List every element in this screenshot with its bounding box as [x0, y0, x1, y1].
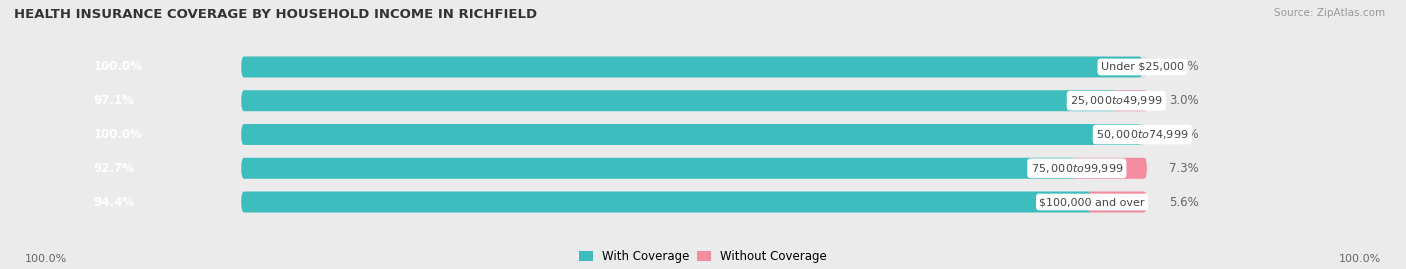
FancyBboxPatch shape [242, 90, 1116, 111]
FancyBboxPatch shape [1112, 90, 1147, 111]
Text: 100.0%: 100.0% [93, 128, 142, 141]
Text: 0.0%: 0.0% [1170, 128, 1199, 141]
Text: 100.0%: 100.0% [1339, 254, 1381, 264]
FancyBboxPatch shape [242, 90, 1147, 111]
Text: $100,000 and over: $100,000 and over [1039, 197, 1144, 207]
Legend: With Coverage, Without Coverage: With Coverage, Without Coverage [579, 250, 827, 263]
Text: Source: ZipAtlas.com: Source: ZipAtlas.com [1274, 8, 1385, 18]
FancyBboxPatch shape [242, 192, 1147, 213]
Text: 94.4%: 94.4% [93, 196, 135, 208]
FancyBboxPatch shape [1088, 192, 1147, 213]
Text: 92.7%: 92.7% [93, 162, 134, 175]
Text: 0.0%: 0.0% [1170, 61, 1199, 73]
Text: HEALTH INSURANCE COVERAGE BY HOUSEHOLD INCOME IN RICHFIELD: HEALTH INSURANCE COVERAGE BY HOUSEHOLD I… [14, 8, 537, 21]
Text: 7.3%: 7.3% [1170, 162, 1199, 175]
Text: Under $25,000: Under $25,000 [1101, 62, 1184, 72]
Text: $50,000 to $74,999: $50,000 to $74,999 [1097, 128, 1188, 141]
Text: $25,000 to $49,999: $25,000 to $49,999 [1070, 94, 1163, 107]
FancyBboxPatch shape [242, 56, 1147, 77]
FancyBboxPatch shape [242, 158, 1147, 179]
Text: 5.6%: 5.6% [1170, 196, 1199, 208]
FancyBboxPatch shape [242, 192, 1092, 213]
FancyBboxPatch shape [242, 158, 1077, 179]
FancyBboxPatch shape [242, 124, 1147, 145]
FancyBboxPatch shape [242, 56, 1142, 77]
FancyBboxPatch shape [242, 124, 1142, 145]
Text: 97.1%: 97.1% [93, 94, 134, 107]
FancyBboxPatch shape [1073, 158, 1147, 179]
Text: 100.0%: 100.0% [93, 61, 142, 73]
Text: 100.0%: 100.0% [25, 254, 67, 264]
Text: $75,000 to $99,999: $75,000 to $99,999 [1031, 162, 1123, 175]
Text: 3.0%: 3.0% [1170, 94, 1199, 107]
